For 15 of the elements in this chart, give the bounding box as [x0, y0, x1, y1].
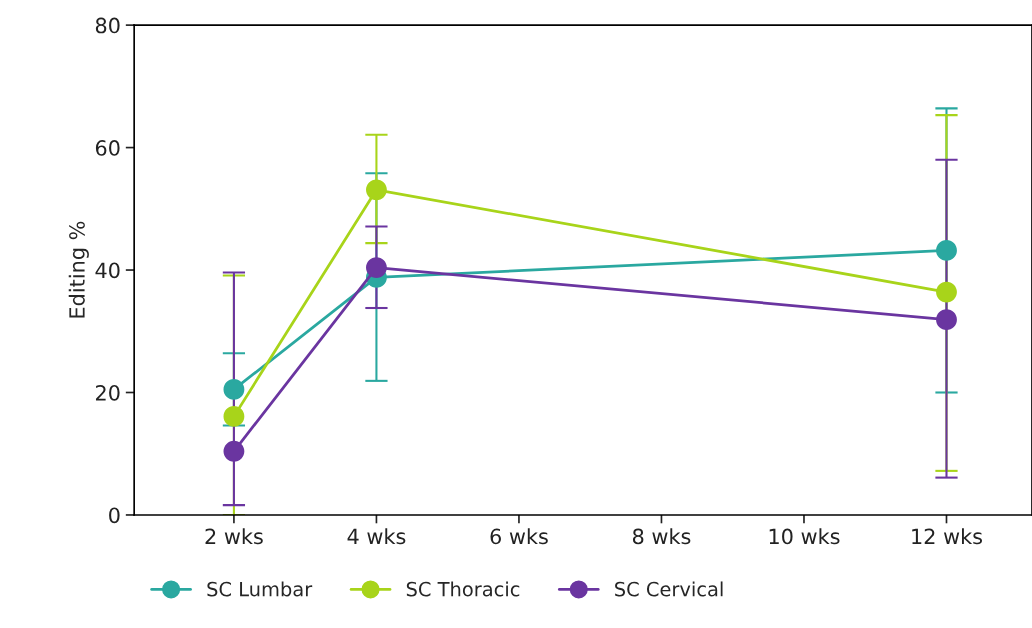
legend-label: SC Thoracic [406, 581, 520, 597]
x-tick-label: 10 wks [769, 528, 840, 545]
x-tick-label: 4 wks [347, 528, 406, 545]
y-tick-label: 20 [95, 384, 120, 401]
x-tick-label: 6 wks [490, 528, 548, 545]
x-tick-label: 2 wks [205, 528, 263, 545]
x-tick-label: 8 wks [632, 528, 691, 545]
legend-label: SC Cervical [615, 581, 723, 597]
x-tick-label: 12 wks [912, 528, 983, 545]
y-tick-label: 40 [95, 262, 120, 279]
legend-label: SC Lumbar [207, 581, 313, 597]
y-tick-label: 80 [95, 17, 120, 34]
y-axis-title: Editing % [68, 221, 89, 318]
y-tick-label: 60 [95, 140, 120, 156]
y-tick-label: 0 [109, 507, 120, 524]
